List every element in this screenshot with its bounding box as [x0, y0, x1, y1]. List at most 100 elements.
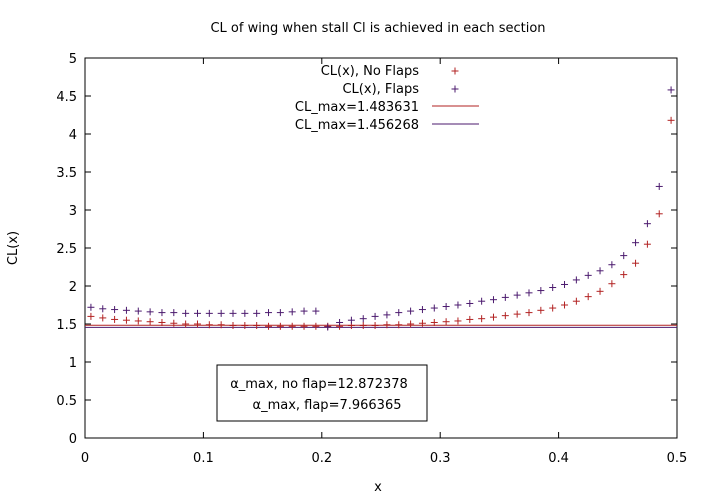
data-point	[608, 280, 616, 288]
legend: CL(x), No Flaps CL(x), Flaps CL_max=1.4836…	[295, 64, 479, 133]
data-point	[549, 284, 557, 292]
x-tick-label: 0.2	[311, 451, 332, 466]
data-point	[584, 293, 592, 301]
data-point	[442, 318, 450, 326]
data-point	[241, 322, 249, 330]
data-point	[205, 309, 213, 317]
data-point	[276, 322, 284, 330]
data-point	[655, 182, 663, 190]
data-point	[253, 322, 261, 330]
data-point	[430, 304, 438, 312]
data-series	[87, 86, 675, 331]
data-point	[111, 315, 119, 323]
data-point	[300, 322, 308, 330]
data-point	[324, 323, 332, 331]
data-point	[371, 322, 379, 330]
data-point	[620, 271, 628, 279]
data-point	[501, 312, 509, 320]
data-point	[359, 322, 367, 330]
data-point	[300, 307, 308, 315]
data-point	[620, 252, 628, 260]
data-point	[158, 309, 166, 317]
data-point	[122, 316, 130, 324]
data-point	[312, 322, 320, 330]
data-point	[513, 310, 521, 318]
data-point	[525, 289, 533, 297]
data-point	[146, 308, 154, 316]
data-point	[182, 320, 190, 328]
data-point	[87, 303, 95, 311]
data-point	[229, 309, 237, 317]
data-point	[193, 320, 201, 328]
data-point	[501, 293, 509, 301]
data-point	[371, 312, 379, 320]
y-tick-label: 1.5	[56, 318, 77, 333]
annotation-box: α_max, no flap=12.872378 α_max, flap=7.9…	[216, 364, 428, 422]
annotation-alpha-flap: α_max, flap=7.966365	[253, 398, 402, 413]
data-point	[205, 321, 213, 329]
y-tick-label: 0	[69, 432, 77, 447]
legend-marker-plus	[451, 85, 459, 93]
data-point	[454, 317, 462, 325]
y-tick-label: 3	[69, 204, 77, 219]
data-point	[276, 309, 284, 317]
data-point	[146, 318, 154, 326]
legend-label: CL_max=1.483631	[295, 100, 419, 115]
axis-ticks: 0 0.5 1 1.5 2 2.5 3 3.5 4 4.5 5 0 0.1 0.2 0.3 0.4 0.5	[56, 52, 687, 466]
data-point	[158, 318, 166, 326]
data-point	[643, 240, 651, 248]
data-point	[288, 322, 296, 330]
data-point	[359, 315, 367, 323]
data-point	[572, 297, 580, 305]
data-point	[182, 309, 190, 317]
data-point	[643, 220, 651, 228]
data-point	[336, 318, 344, 326]
data-point	[596, 287, 604, 295]
data-point	[111, 306, 119, 314]
data-point	[383, 321, 391, 329]
data-point	[608, 261, 616, 269]
y-tick-label: 4.5	[56, 90, 77, 105]
y-tick-label: 5	[69, 52, 77, 67]
data-point	[134, 317, 142, 325]
series-flaps	[87, 86, 675, 331]
data-point	[253, 309, 261, 317]
data-point	[170, 319, 178, 327]
data-point	[632, 259, 640, 267]
data-point	[525, 309, 533, 317]
data-point	[572, 276, 580, 284]
data-point	[489, 313, 497, 321]
data-point	[217, 309, 225, 317]
data-point	[561, 280, 569, 288]
chart-title: CL of wing when stall Cl is achieved in …	[210, 21, 545, 36]
legend-marker-plus	[451, 67, 459, 75]
y-tick-label: 1	[69, 356, 77, 371]
data-point	[442, 303, 450, 311]
data-point	[513, 291, 521, 299]
data-point	[407, 307, 415, 315]
data-point	[466, 315, 474, 323]
y-axis-label: CL(x)	[6, 231, 21, 265]
data-point	[217, 321, 225, 329]
data-point	[229, 322, 237, 330]
legend-label: CL(x), Flaps	[342, 82, 419, 97]
y-tick-label: 0.5	[56, 394, 77, 409]
data-point	[537, 306, 545, 314]
x-tick-label: 0.3	[430, 451, 451, 466]
data-point	[241, 309, 249, 317]
series-no-flaps	[87, 116, 675, 330]
annotation-alpha-no-flap: α_max, no flap=12.872378	[230, 377, 408, 392]
data-point	[430, 318, 438, 326]
data-point	[99, 314, 107, 322]
data-point	[655, 210, 663, 218]
y-tick-label: 3.5	[56, 166, 77, 181]
data-point	[537, 287, 545, 295]
data-point	[407, 320, 415, 328]
y-tick-label: 2	[69, 280, 77, 295]
data-point	[395, 321, 403, 329]
data-point	[395, 309, 403, 317]
data-point	[489, 296, 497, 304]
data-point	[170, 309, 178, 317]
x-tick-label: 0.5	[667, 451, 688, 466]
